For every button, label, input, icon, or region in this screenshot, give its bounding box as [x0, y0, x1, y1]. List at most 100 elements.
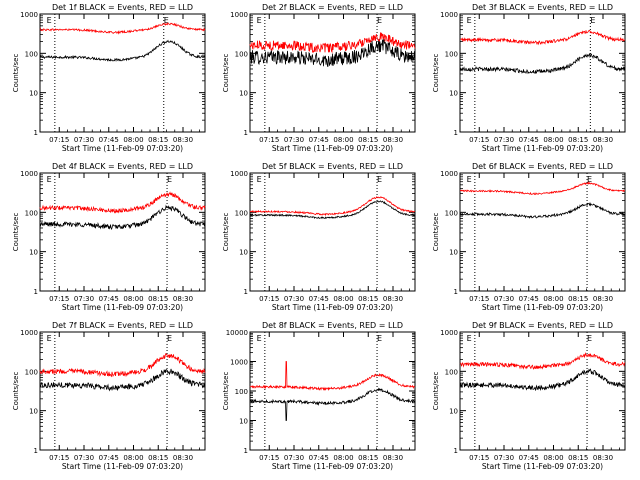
x-tick-label: 07:30 [494, 295, 514, 303]
x-tick-label: 07:45 [309, 454, 329, 462]
chart-panel-5: Det 5f BLACK = Events, RED = LLD 1 10 100 10… [222, 162, 416, 312]
y-axis-label: Counts/sec [12, 54, 20, 93]
x-tick-label: 08:00 [543, 295, 563, 303]
event-marker-label: E [590, 16, 595, 25]
x-tick-label: 08:00 [123, 454, 143, 462]
x-tick-label: 08:15 [568, 295, 588, 303]
y-axis-label: Counts/sec [12, 372, 20, 411]
y-axis-label: Counts/sec [432, 54, 440, 93]
y-tick-label: 1000 [440, 329, 458, 337]
y-axis-label: Counts/sec [222, 372, 230, 411]
events-series-line [39, 39, 206, 63]
chart-panel-9: Det 9f BLACK = Events, RED = LLD 1 10 100 10… [432, 321, 626, 471]
y-tick-label: 100 [445, 209, 458, 217]
x-axis-label: Start Time (11-Feb-09 07:03:20) [482, 462, 603, 471]
event-marker-label: E [377, 334, 382, 343]
chart-title: Det 7f BLACK = Events, RED = LLD [52, 321, 193, 330]
chart-panel-7: Det 7f BLACK = Events, RED = LLD 1 10 100 10… [12, 321, 206, 471]
plot-frame [39, 13, 206, 133]
lld-series-line [39, 22, 206, 35]
x-tick-label: 07:15 [49, 136, 69, 144]
event-marker-label: E [377, 16, 382, 25]
x-tick-label: 08:00 [123, 136, 143, 144]
x-tick-label: 08:30 [383, 454, 403, 462]
x-tick-label: 07:45 [309, 136, 329, 144]
x-tick-label: 07:30 [494, 454, 514, 462]
y-tick-label: 100 [25, 368, 38, 376]
y-tick-label: 1 [34, 288, 38, 296]
x-axis-label: Start Time (11-Feb-09 07:03:20) [272, 462, 393, 471]
x-tick-label: 07:15 [469, 295, 489, 303]
y-tick-label: 10 [239, 249, 248, 257]
y-tick-label: 1 [244, 129, 248, 137]
x-tick-label: 08:30 [383, 136, 403, 144]
x-tick-label: 08:30 [593, 295, 613, 303]
event-marker-label: E [164, 16, 169, 25]
lld-series-line [249, 32, 416, 54]
x-tick-label: 08:30 [383, 295, 403, 303]
event-marker-label: E [47, 175, 52, 184]
x-axis-label: Start Time (11-Feb-09 07:03:20) [62, 462, 183, 471]
chart-panel-4: Det 4f BLACK = Events, RED = LLD 1 10 100 10… [12, 162, 206, 312]
x-axis-label: Start Time (11-Feb-09 07:03:20) [482, 144, 603, 153]
x-tick-label: 08:15 [358, 295, 378, 303]
y-tick-label: 1000 [20, 11, 38, 19]
x-tick-label: 07:30 [284, 295, 304, 303]
lld-series-line [39, 191, 206, 214]
events-series-line [459, 368, 626, 392]
x-tick-label: 08:15 [358, 136, 378, 144]
lld-series-line [249, 196, 416, 217]
y-tick-label: 1 [454, 288, 458, 296]
event-marker-label: E [47, 16, 52, 25]
events-series-line [459, 52, 626, 75]
chart-panel-2: Det 2f BLACK = Events, RED = LLD 1 10 100 10… [222, 3, 416, 153]
y-tick-label: 1 [34, 447, 38, 455]
y-tick-label: 1000 [440, 170, 458, 178]
events-series-line [249, 38, 416, 67]
events-series-line [459, 201, 626, 219]
x-tick-label: 08:15 [148, 295, 168, 303]
lld-series-line [39, 353, 206, 378]
x-axis-label: Start Time (11-Feb-09 07:03:20) [482, 303, 603, 312]
x-tick-label: 08:00 [123, 295, 143, 303]
x-tick-label: 07:15 [259, 454, 279, 462]
y-tick-label: 10 [239, 418, 248, 426]
event-marker-label: E [587, 334, 592, 343]
y-tick-label: 100 [25, 209, 38, 217]
plot-frame [39, 331, 206, 451]
y-tick-label: 1000 [230, 11, 248, 19]
x-tick-label: 07:15 [49, 454, 69, 462]
x-tick-label: 08:15 [568, 136, 588, 144]
y-axis-label: Counts/sec [222, 54, 230, 93]
x-tick-label: 07:45 [99, 295, 119, 303]
x-tick-label: 07:45 [99, 136, 119, 144]
chart-title: Det 1f BLACK = Events, RED = LLD [52, 3, 193, 12]
plot-frame [249, 172, 416, 292]
x-axis-label: Start Time (11-Feb-09 07:03:20) [62, 303, 183, 312]
x-tick-label: 07:45 [519, 136, 539, 144]
y-tick-label: 10 [29, 408, 38, 416]
y-tick-label: 1 [244, 447, 248, 455]
event-marker-label: E [467, 334, 472, 343]
x-tick-label: 08:00 [333, 295, 353, 303]
x-tick-label: 07:30 [74, 136, 94, 144]
y-tick-label: 1000 [20, 170, 38, 178]
x-tick-label: 07:30 [284, 454, 304, 462]
event-marker-label: E [587, 175, 592, 184]
y-tick-label: 10 [29, 90, 38, 98]
event-marker-label: E [377, 175, 382, 184]
x-tick-label: 08:15 [568, 454, 588, 462]
plot-frame [459, 331, 626, 451]
x-tick-label: 07:15 [49, 295, 69, 303]
x-tick-label: 08:00 [333, 136, 353, 144]
x-tick-label: 07:15 [259, 136, 279, 144]
events-series-line [249, 200, 416, 220]
y-tick-label: 1 [454, 447, 458, 455]
y-tick-label: 10 [239, 90, 248, 98]
y-tick-label: 100 [235, 388, 248, 396]
y-tick-label: 10000 [226, 329, 248, 337]
plot-frame [249, 13, 416, 133]
y-axis-label: Counts/sec [432, 213, 440, 252]
events-series-line [249, 387, 416, 421]
